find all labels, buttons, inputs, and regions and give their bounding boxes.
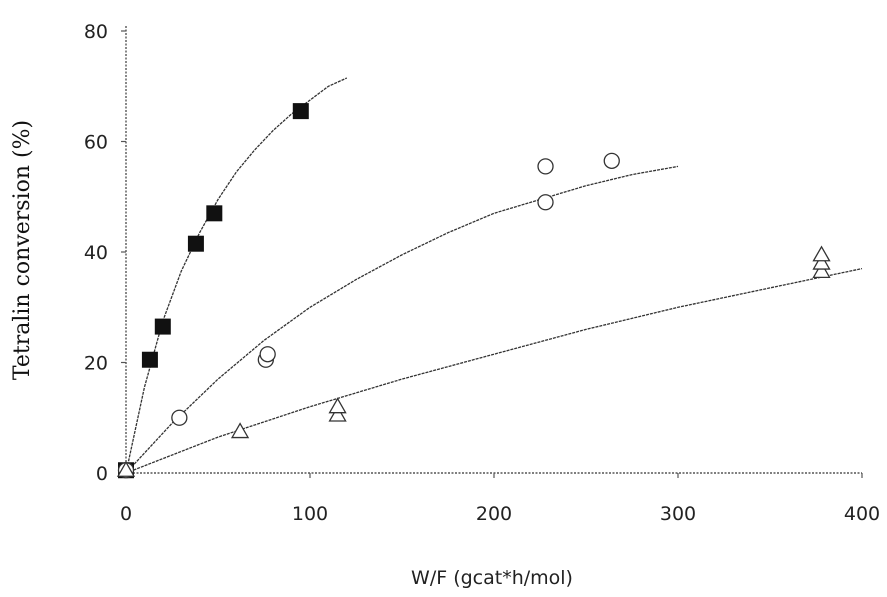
data-point-filled-square <box>154 318 171 335</box>
data-points <box>116 103 831 479</box>
fit-curve-open-triangle <box>125 267 863 474</box>
data-point-open-circle <box>537 194 554 211</box>
fit-curves <box>125 77 863 474</box>
data-point-open-triangle <box>812 245 831 262</box>
x-tick-label: 200 <box>476 503 512 525</box>
axis-ticks: 0 100 200 300 400 0 20 40 60 80 <box>84 21 880 525</box>
y-tick-label: 0 <box>96 463 108 485</box>
data-point-filled-square <box>292 103 309 120</box>
fit-curve-filled-square <box>125 77 348 474</box>
y-tick-label: 20 <box>84 353 108 375</box>
data-point-open-triangle <box>328 405 347 422</box>
data-point-open-circle <box>171 409 188 426</box>
x-tick-label: 300 <box>660 503 696 525</box>
x-tick-label: 400 <box>844 503 880 525</box>
data-point-open-triangle <box>812 253 831 270</box>
x-axis-title: W/F (gcat*h/mol) <box>411 567 573 589</box>
data-point-filled-square <box>206 205 223 222</box>
data-point-open-circle <box>259 346 276 363</box>
x-tick-label: 0 <box>120 503 132 525</box>
axes <box>125 26 862 474</box>
data-point-open-circle <box>603 152 620 169</box>
y-tick-label: 80 <box>84 21 108 43</box>
data-point-open-triangle <box>230 422 250 439</box>
y-tick-label: 60 <box>84 132 108 154</box>
data-point-filled-square <box>187 235 204 252</box>
y-axis-title: Tetralin conversion (%) <box>10 120 35 380</box>
data-point-open-circle <box>537 158 554 175</box>
x-tick-label: 100 <box>292 503 328 525</box>
data-point-open-triangle <box>328 397 347 414</box>
data-point-open-triangle <box>116 460 136 477</box>
data-point-filled-square <box>141 351 158 368</box>
data-point-open-triangle <box>812 262 831 278</box>
y-tick-label: 40 <box>84 242 108 264</box>
fit-curve-open-circle <box>125 165 679 474</box>
